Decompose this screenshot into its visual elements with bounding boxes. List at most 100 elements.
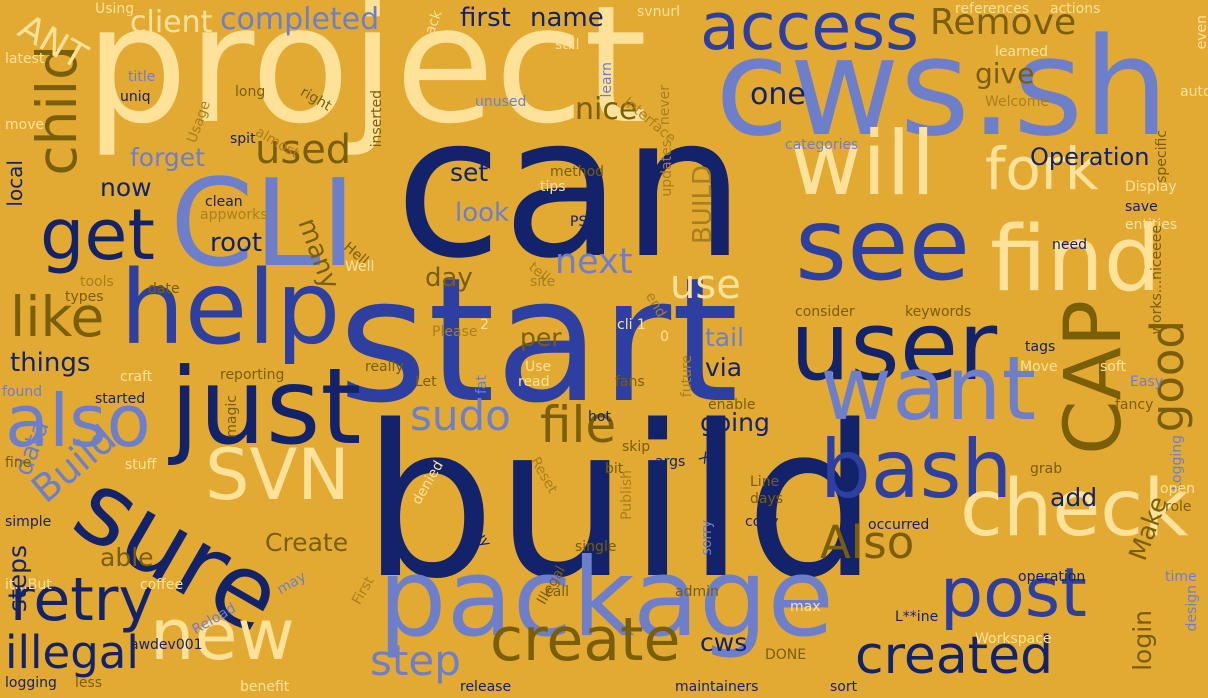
word-updates: updates — [659, 140, 675, 197]
word-set: set — [450, 158, 489, 187]
word-well: Well — [345, 259, 375, 275]
word-unused: unused — [475, 94, 527, 110]
word-easy: Easy — [1130, 374, 1164, 390]
word-sudo: sudo — [410, 391, 511, 440]
word-open: open — [1160, 481, 1195, 497]
word-hot: hot — [588, 409, 611, 425]
word-l-ine: L**ine — [895, 609, 939, 625]
word-give: give — [975, 57, 1035, 90]
word-date: date — [148, 281, 180, 297]
word-simple: simple — [5, 514, 52, 530]
word-now: now — [100, 173, 152, 202]
word-check: check — [960, 464, 1189, 554]
word-grab: grab — [1030, 461, 1063, 477]
word-fine: fine — [5, 455, 32, 471]
word-save: save — [1125, 199, 1158, 215]
word-display: Display — [1125, 179, 1177, 195]
word-also: Also — [820, 516, 915, 569]
word-release: release — [460, 679, 512, 695]
word-want: want — [820, 337, 1037, 440]
word-new: new — [150, 594, 295, 676]
word-local: local — [3, 160, 27, 207]
word-consider: consider — [795, 304, 855, 320]
word-psls: PSLs — [570, 214, 603, 230]
word-cws: cws — [700, 628, 748, 657]
word-illegal: illegal — [5, 626, 139, 679]
word-learned: learned — [995, 44, 1048, 60]
word-appworks: appworks — [200, 207, 268, 223]
word-fancy: fancy — [1115, 397, 1154, 413]
word-user: user — [790, 292, 998, 402]
word-design: design — [1184, 585, 1200, 632]
word-workspace: Workspace — [975, 631, 1052, 647]
word-project: project — [85, 0, 648, 160]
word-use: Use — [525, 359, 552, 375]
word-benefit: benefit — [240, 679, 290, 695]
word-also: also — [5, 379, 151, 463]
word-args: args — [655, 454, 686, 470]
word-specific: specific — [1154, 130, 1170, 183]
word-works-niceeee: works...niceeee — [1149, 225, 1165, 335]
word-cli: CLI — [170, 155, 357, 294]
word-step: step — [370, 636, 461, 685]
word-craft: craft — [120, 369, 153, 385]
word-use: use — [670, 262, 741, 308]
word-post: post — [940, 554, 1087, 633]
word-auto: auto — [1180, 84, 1208, 100]
word-logging: logging — [5, 675, 57, 691]
word-forget: forget — [130, 143, 205, 172]
word-enable: enable — [708, 397, 756, 413]
word-next: next — [555, 242, 633, 282]
word-look: look — [455, 198, 510, 228]
word-fat: fat — [474, 375, 490, 394]
word-bit: bit — [605, 461, 624, 477]
word-client: client — [130, 5, 213, 40]
word-going: going — [700, 408, 770, 437]
word-via: via — [705, 353, 743, 382]
word-like: like — [10, 285, 105, 349]
word-role: role — [1165, 499, 1192, 515]
word-let: Let — [415, 374, 437, 390]
word-completed: completed — [220, 2, 380, 37]
word-created: created — [855, 626, 1054, 686]
word-skip: skip — [622, 439, 651, 455]
word-things: things — [10, 348, 91, 378]
word-access: access — [700, 0, 920, 65]
word-inserted: inserted — [369, 90, 385, 148]
word-create: create — [490, 605, 681, 675]
word-nice: nice — [575, 92, 638, 127]
word-find: find — [990, 207, 1161, 312]
word-even: even — [1194, 15, 1208, 50]
word-call: call — [545, 584, 570, 600]
word-it-but: it...But — [5, 577, 52, 593]
word-add: add — [1050, 483, 1098, 512]
word-bash: bash — [820, 423, 1013, 516]
word-magic: magic — [224, 395, 240, 438]
word-entities: entities — [1125, 217, 1178, 233]
word-svn: SVN — [205, 434, 350, 516]
word-references: references — [955, 1, 1030, 17]
word-sort: sort — [830, 679, 858, 695]
word-using: Using — [95, 1, 135, 17]
word-0: 0 — [660, 329, 669, 345]
word-time: time — [1165, 569, 1197, 585]
word-found: found — [2, 384, 43, 400]
word-reporting: reporting — [220, 367, 285, 383]
word-days: days — [750, 491, 784, 507]
word-see: see — [795, 186, 971, 303]
word-actions: actions — [1050, 1, 1101, 17]
word-svnurl: svnurl — [637, 4, 680, 20]
word-please: Please — [432, 324, 478, 340]
word-cli-1: cli 1 — [617, 317, 646, 333]
word-tools: tools — [80, 274, 114, 290]
word-cws-sh: cws.sh — [715, 9, 1169, 166]
word-single: single — [575, 539, 617, 555]
word-move: Move — [1020, 359, 1058, 375]
word-done: DONE — [765, 647, 807, 663]
word-method: method — [550, 164, 605, 180]
word-stuff: stuff — [125, 457, 157, 473]
word-less: less — [75, 675, 103, 691]
word-soft: soft — [1100, 359, 1127, 375]
word-tail: tail — [705, 323, 745, 352]
word-welcome: Welcome — [985, 94, 1050, 110]
